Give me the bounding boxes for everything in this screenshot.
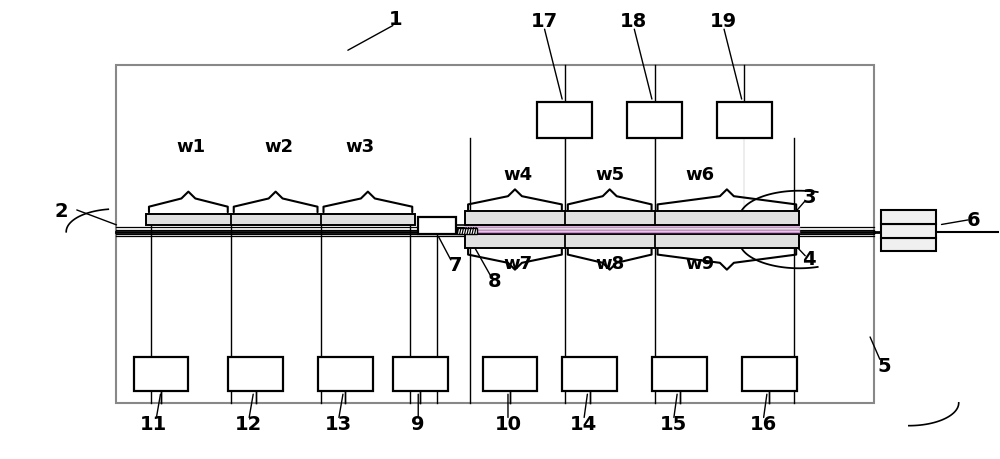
- Bar: [228, 357, 283, 392]
- Text: 16: 16: [750, 415, 777, 434]
- Text: 4: 4: [802, 250, 816, 269]
- Bar: [465, 234, 799, 248]
- Text: 9: 9: [411, 415, 425, 434]
- Bar: [742, 357, 797, 392]
- Text: 10: 10: [494, 415, 521, 434]
- Text: 11: 11: [139, 415, 167, 434]
- Text: 13: 13: [325, 415, 352, 434]
- Text: 15: 15: [660, 415, 687, 434]
- Text: 1: 1: [388, 10, 402, 29]
- Bar: [465, 232, 799, 235]
- Text: w5: w5: [595, 166, 624, 184]
- Bar: [418, 217, 456, 234]
- Text: w2: w2: [264, 138, 293, 157]
- Bar: [537, 102, 592, 138]
- Bar: [465, 229, 799, 231]
- Bar: [465, 227, 799, 229]
- Bar: [881, 224, 936, 238]
- Text: w4: w4: [503, 166, 533, 184]
- Text: w7: w7: [503, 255, 533, 273]
- Text: 3: 3: [802, 188, 816, 207]
- Text: 2: 2: [54, 202, 68, 221]
- Bar: [465, 226, 799, 228]
- Text: w1: w1: [176, 138, 205, 157]
- Bar: [146, 213, 415, 225]
- Bar: [116, 65, 874, 403]
- Text: w6: w6: [685, 166, 714, 184]
- Bar: [881, 238, 936, 252]
- Text: w3: w3: [346, 138, 375, 157]
- Bar: [465, 230, 799, 232]
- Bar: [393, 357, 448, 392]
- Text: 17: 17: [530, 12, 557, 31]
- Bar: [881, 210, 936, 224]
- Text: 18: 18: [620, 12, 647, 31]
- Text: w9: w9: [685, 255, 714, 273]
- Text: w8: w8: [595, 255, 624, 273]
- Bar: [465, 211, 799, 225]
- Text: 7: 7: [448, 257, 462, 275]
- Text: 14: 14: [570, 415, 597, 434]
- Bar: [465, 224, 799, 226]
- Bar: [717, 102, 772, 138]
- Text: 12: 12: [235, 415, 262, 434]
- Bar: [457, 228, 477, 234]
- Bar: [318, 357, 373, 392]
- Bar: [134, 357, 188, 392]
- Bar: [652, 357, 707, 392]
- Text: 8: 8: [488, 273, 502, 291]
- Bar: [627, 102, 682, 138]
- Bar: [562, 357, 617, 392]
- Bar: [483, 357, 537, 392]
- Text: 5: 5: [877, 357, 891, 376]
- Text: 6: 6: [967, 211, 980, 230]
- Text: 19: 19: [710, 12, 737, 31]
